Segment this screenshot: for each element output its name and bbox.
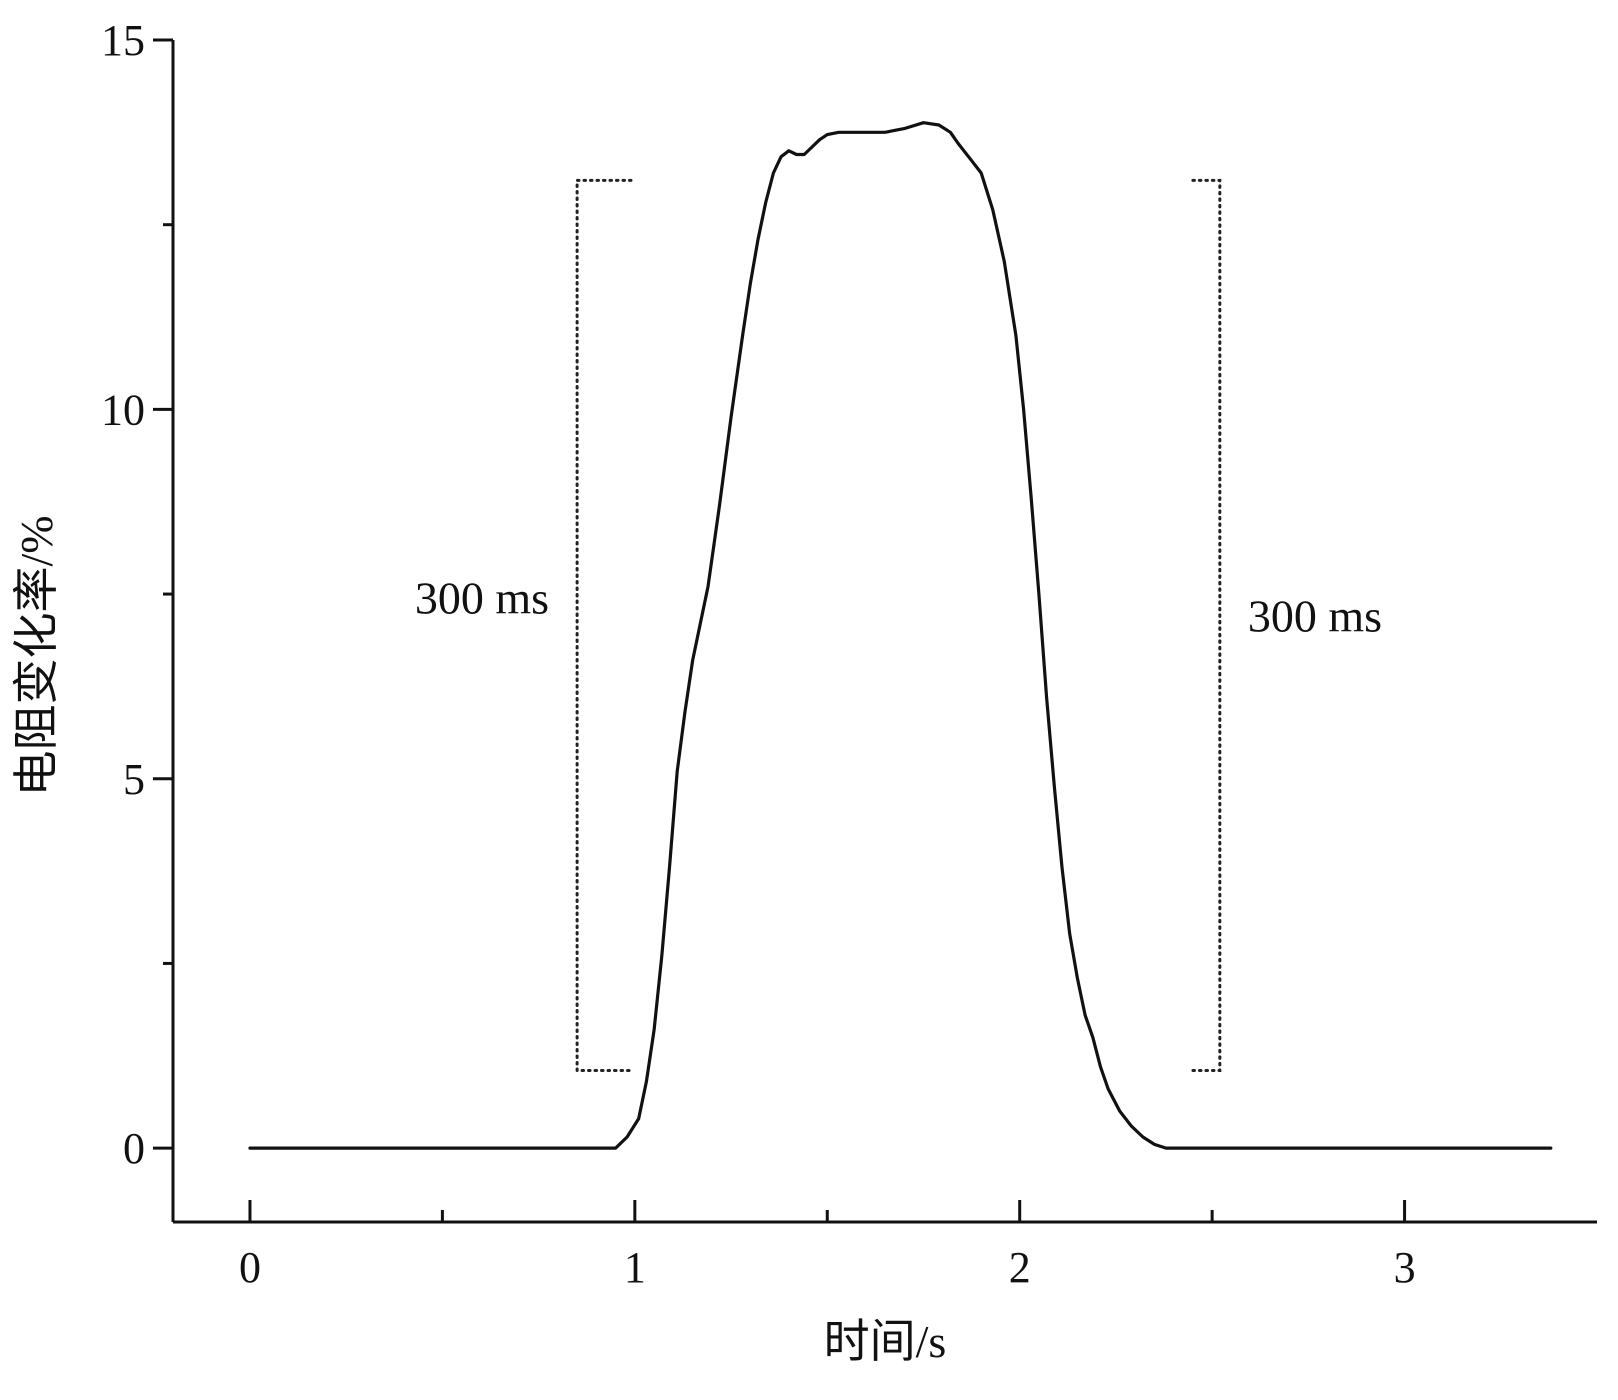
series-group — [248, 121, 1553, 1150]
annotations-group: 300 ms 300 ms — [415, 178, 1382, 1073]
x-tick-label: 3 — [1394, 1243, 1416, 1292]
x-tick-label: 0 — [239, 1243, 261, 1292]
x-tick-label: 1 — [624, 1243, 646, 1292]
annotation-label-right: 300 ms — [1248, 590, 1382, 641]
y-axis-label: 电阻变化率/% — [11, 515, 62, 796]
x-tick-label: 2 — [1009, 1243, 1031, 1292]
y-tick-label: 10 — [101, 385, 145, 434]
rise-time-bracket-right — [1191, 178, 1222, 1073]
y-tick-label: 0 — [123, 1124, 145, 1173]
resistance-series-line — [248, 121, 1553, 1150]
ticks-group: 0 1 2 3 0 5 10 15 — [101, 16, 1416, 1292]
annotation-label-left: 300 ms — [415, 572, 549, 623]
axes-group — [171, 40, 1597, 1224]
rise-time-bracket-left — [575, 178, 633, 1073]
x-axis-label: 时间/s — [824, 1316, 947, 1367]
y-tick-label: 15 — [101, 16, 145, 65]
y-tick-label: 5 — [123, 755, 145, 804]
